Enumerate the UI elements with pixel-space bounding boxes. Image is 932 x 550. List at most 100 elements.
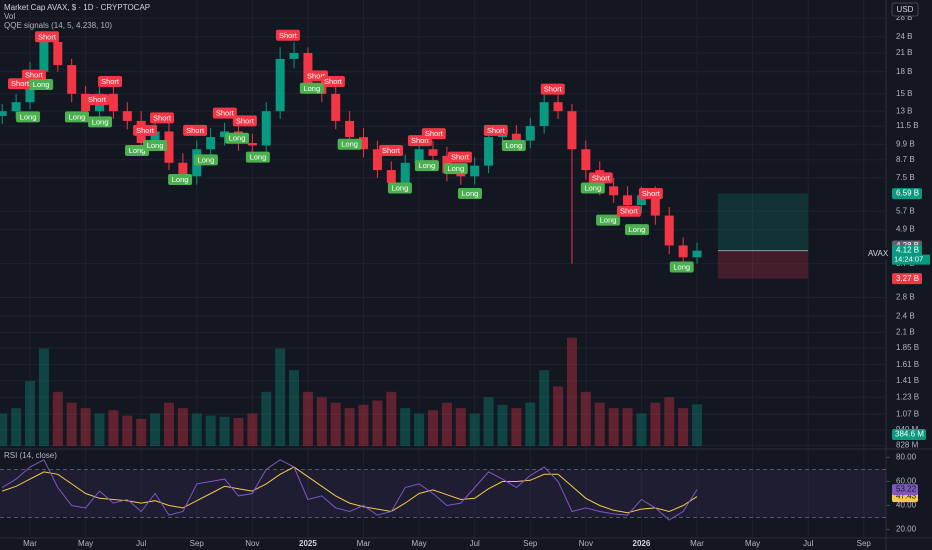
volume-bar (330, 402, 341, 446)
x-tick-label: 2025 (299, 539, 317, 548)
signal-box (150, 112, 175, 124)
signal-box (245, 151, 270, 163)
x-tick-label: May (78, 539, 93, 548)
y-tick-label: 5.7 B (896, 206, 915, 215)
signal-box (638, 187, 663, 199)
volume-bar (455, 408, 466, 446)
y-tick-label: 24 B (896, 32, 912, 41)
signal-box (501, 139, 526, 151)
volume-bar (497, 404, 508, 446)
candle-body (581, 149, 591, 171)
signal-box (337, 138, 362, 150)
chart-title: Market Cap AVAX, $ · 1D · CRYPTOCAP (4, 3, 150, 12)
y-tick-label: 1.85 B (896, 343, 919, 352)
x-tick-label: Jul (136, 539, 146, 548)
candle-body (678, 245, 688, 258)
candle-body (206, 137, 216, 150)
price-tag-label: 4.12 B (896, 246, 919, 255)
candle-body (150, 131, 160, 144)
signal-box (212, 107, 237, 119)
candle-body (11, 102, 21, 112)
signal-box (320, 76, 345, 88)
y-tick-label: 18 B (896, 67, 912, 76)
price-tag-label: 3.27 B (896, 274, 919, 283)
signal-box (133, 124, 158, 136)
volume-bar (275, 348, 286, 446)
candle-body (636, 195, 646, 206)
y-tick-label: 11.5 B (896, 121, 919, 130)
candle-body (345, 120, 355, 138)
y-tick-label: 4.9 B (896, 225, 915, 234)
volume-bar (108, 410, 119, 446)
volume-bar (316, 397, 327, 446)
candle-body (122, 111, 132, 121)
rsi-tick-label: 20.00 (896, 525, 917, 534)
currency-button[interactable] (891, 2, 919, 17)
signal-box (21, 69, 46, 81)
signal-label: Long (250, 153, 267, 162)
candle-body (261, 111, 271, 146)
signal-box (84, 94, 109, 106)
signal-box (125, 145, 150, 157)
candle-body (39, 41, 49, 72)
candle-body (303, 52, 313, 86)
volume-bar (636, 413, 647, 446)
symbol-tag: AVAX (868, 249, 889, 258)
candle-body (567, 111, 577, 150)
candle-body (511, 133, 521, 141)
candle-body (623, 195, 633, 206)
price-tag (892, 245, 922, 257)
signal-box (34, 31, 59, 43)
volume-bar (525, 402, 536, 446)
signal-box (624, 224, 649, 236)
signal-label: Long (600, 216, 617, 225)
signal-box (232, 115, 257, 127)
signal-box (143, 139, 168, 151)
signal-label: Short (307, 71, 326, 80)
y-tick-label: 28 B (896, 13, 912, 22)
signal-label: Long (229, 134, 246, 143)
volume-bar (580, 391, 591, 446)
volume-bar (664, 397, 675, 446)
signal-box (98, 76, 123, 88)
volume-bar (52, 391, 63, 446)
signal-label: Long (629, 225, 646, 234)
signal-box (183, 124, 208, 136)
y-tick-label: 7.5 B (896, 173, 915, 182)
x-tick-label: May (745, 539, 760, 548)
signal-box (457, 187, 482, 199)
signal-label: Short (592, 173, 611, 182)
candle-body (178, 162, 188, 177)
x-tick-label: Jul (803, 539, 813, 548)
volume-bar (483, 397, 494, 446)
volume-bar (0, 413, 8, 446)
signal-box (421, 128, 446, 140)
y-tick-label: 2.8 B (896, 293, 915, 302)
volume-title: Vol (4, 12, 15, 21)
signal-label: Long (419, 161, 436, 170)
signal-box (580, 182, 605, 194)
candle-body (275, 58, 285, 112)
x-tick-label: Nov (579, 539, 593, 548)
candle-body (609, 186, 619, 196)
candle-body (553, 102, 563, 112)
signal-label: Short (620, 207, 639, 216)
symbol-tag-box (866, 248, 890, 260)
signal-label: Long (341, 140, 358, 149)
volume-bar (191, 413, 202, 446)
x-tick-label: Sep (857, 539, 872, 548)
volume-bar (427, 410, 438, 446)
signal-box (669, 261, 694, 273)
candle-body (539, 102, 549, 127)
signal-label: Short (216, 109, 235, 118)
currency-label[interactable]: USD (897, 5, 914, 14)
signal-box (29, 78, 54, 90)
signal-label: Long (392, 184, 409, 193)
signal-label: Short (153, 113, 172, 122)
volume-bar (66, 402, 77, 446)
y-tick-label: 1.07 B (896, 409, 919, 418)
signal-label: Short (25, 71, 44, 80)
rsi-line-tag-label: 53.22 (896, 485, 917, 494)
volume-bar (38, 348, 49, 446)
